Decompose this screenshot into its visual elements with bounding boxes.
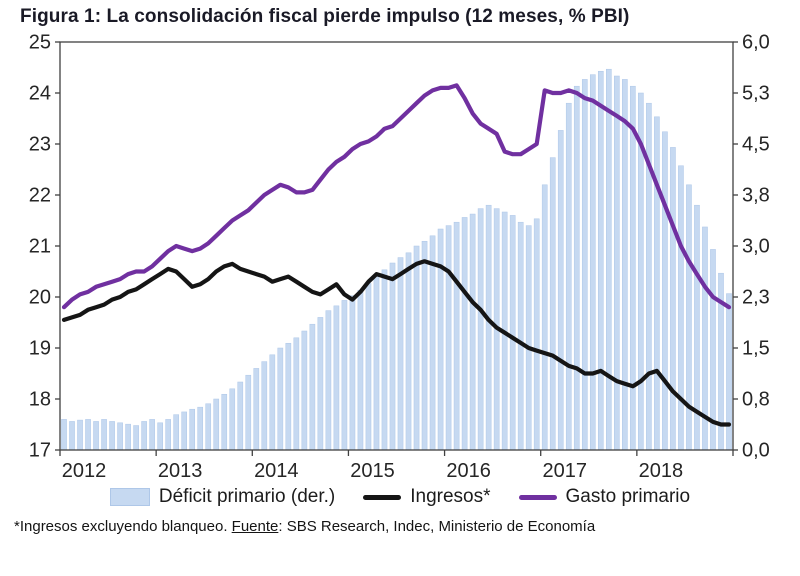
svg-text:21: 21 xyxy=(29,236,51,258)
svg-text:2013: 2013 xyxy=(158,460,203,482)
svg-text:2012: 2012 xyxy=(62,460,107,482)
footnote-source-word: Fuente xyxy=(231,518,279,535)
svg-text:2016: 2016 xyxy=(446,460,491,482)
svg-text:1,5: 1,5 xyxy=(742,338,770,360)
legend-item-ingresos: Ingresos* xyxy=(363,486,491,508)
svg-text:5,3: 5,3 xyxy=(742,83,770,105)
source-footnote: *Ingresos excluyendo blanqueo. Fuente: S… xyxy=(0,508,800,535)
legend-label-ingresos: Ingresos* xyxy=(410,486,491,507)
svg-text:24: 24 xyxy=(29,83,51,105)
chart-legend: Déficit primario (der.) Ingresos* Gasto … xyxy=(0,486,800,508)
legend-item-deficit: Déficit primario (der.) xyxy=(109,486,336,508)
svg-text:3,0: 3,0 xyxy=(742,236,770,258)
svg-text:2017: 2017 xyxy=(543,460,588,482)
svg-text:0,8: 0,8 xyxy=(742,389,770,411)
gasto-line-swatch xyxy=(518,494,557,500)
svg-text:2015: 2015 xyxy=(350,460,395,482)
legend-label-deficit: Déficit primario (der.) xyxy=(158,486,336,507)
svg-text:20: 20 xyxy=(29,287,51,309)
svg-text:0,0: 0,0 xyxy=(742,440,770,462)
legend-item-gasto: Gasto primario xyxy=(518,486,691,508)
svg-text:23: 23 xyxy=(29,134,51,156)
ingresos-line-swatch xyxy=(363,494,402,500)
footnote-note: *Ingresos excluyendo blanqueo. xyxy=(14,518,232,535)
svg-text:18: 18 xyxy=(29,389,51,411)
svg-text:2018: 2018 xyxy=(639,460,684,482)
svg-text:2,3: 2,3 xyxy=(742,287,770,309)
svg-text:4,5: 4,5 xyxy=(742,134,770,156)
footnote-source-list: : SBS Research, Indec, Ministerio de Eco… xyxy=(278,518,596,535)
svg-text:25: 25 xyxy=(29,32,51,54)
fiscal-consolidation-chart: 25 24 23 22 21 20 19 18 17 6,0 5,3 4,5 3,8 3,0 2,3 1,5 0… xyxy=(29,32,770,483)
legend-label-gasto: Gasto primario xyxy=(565,486,691,507)
svg-text:2014: 2014 xyxy=(254,460,299,482)
svg-text:22: 22 xyxy=(29,185,51,207)
svg-text:17: 17 xyxy=(29,440,51,462)
svg-text:6,0: 6,0 xyxy=(742,32,770,54)
figure-title: Figura 1: La consolidación fiscal pierde… xyxy=(20,6,630,27)
svg-text:3,8: 3,8 xyxy=(742,185,770,207)
deficit-bar-swatch xyxy=(109,488,150,506)
svg-text:19: 19 xyxy=(29,338,51,360)
